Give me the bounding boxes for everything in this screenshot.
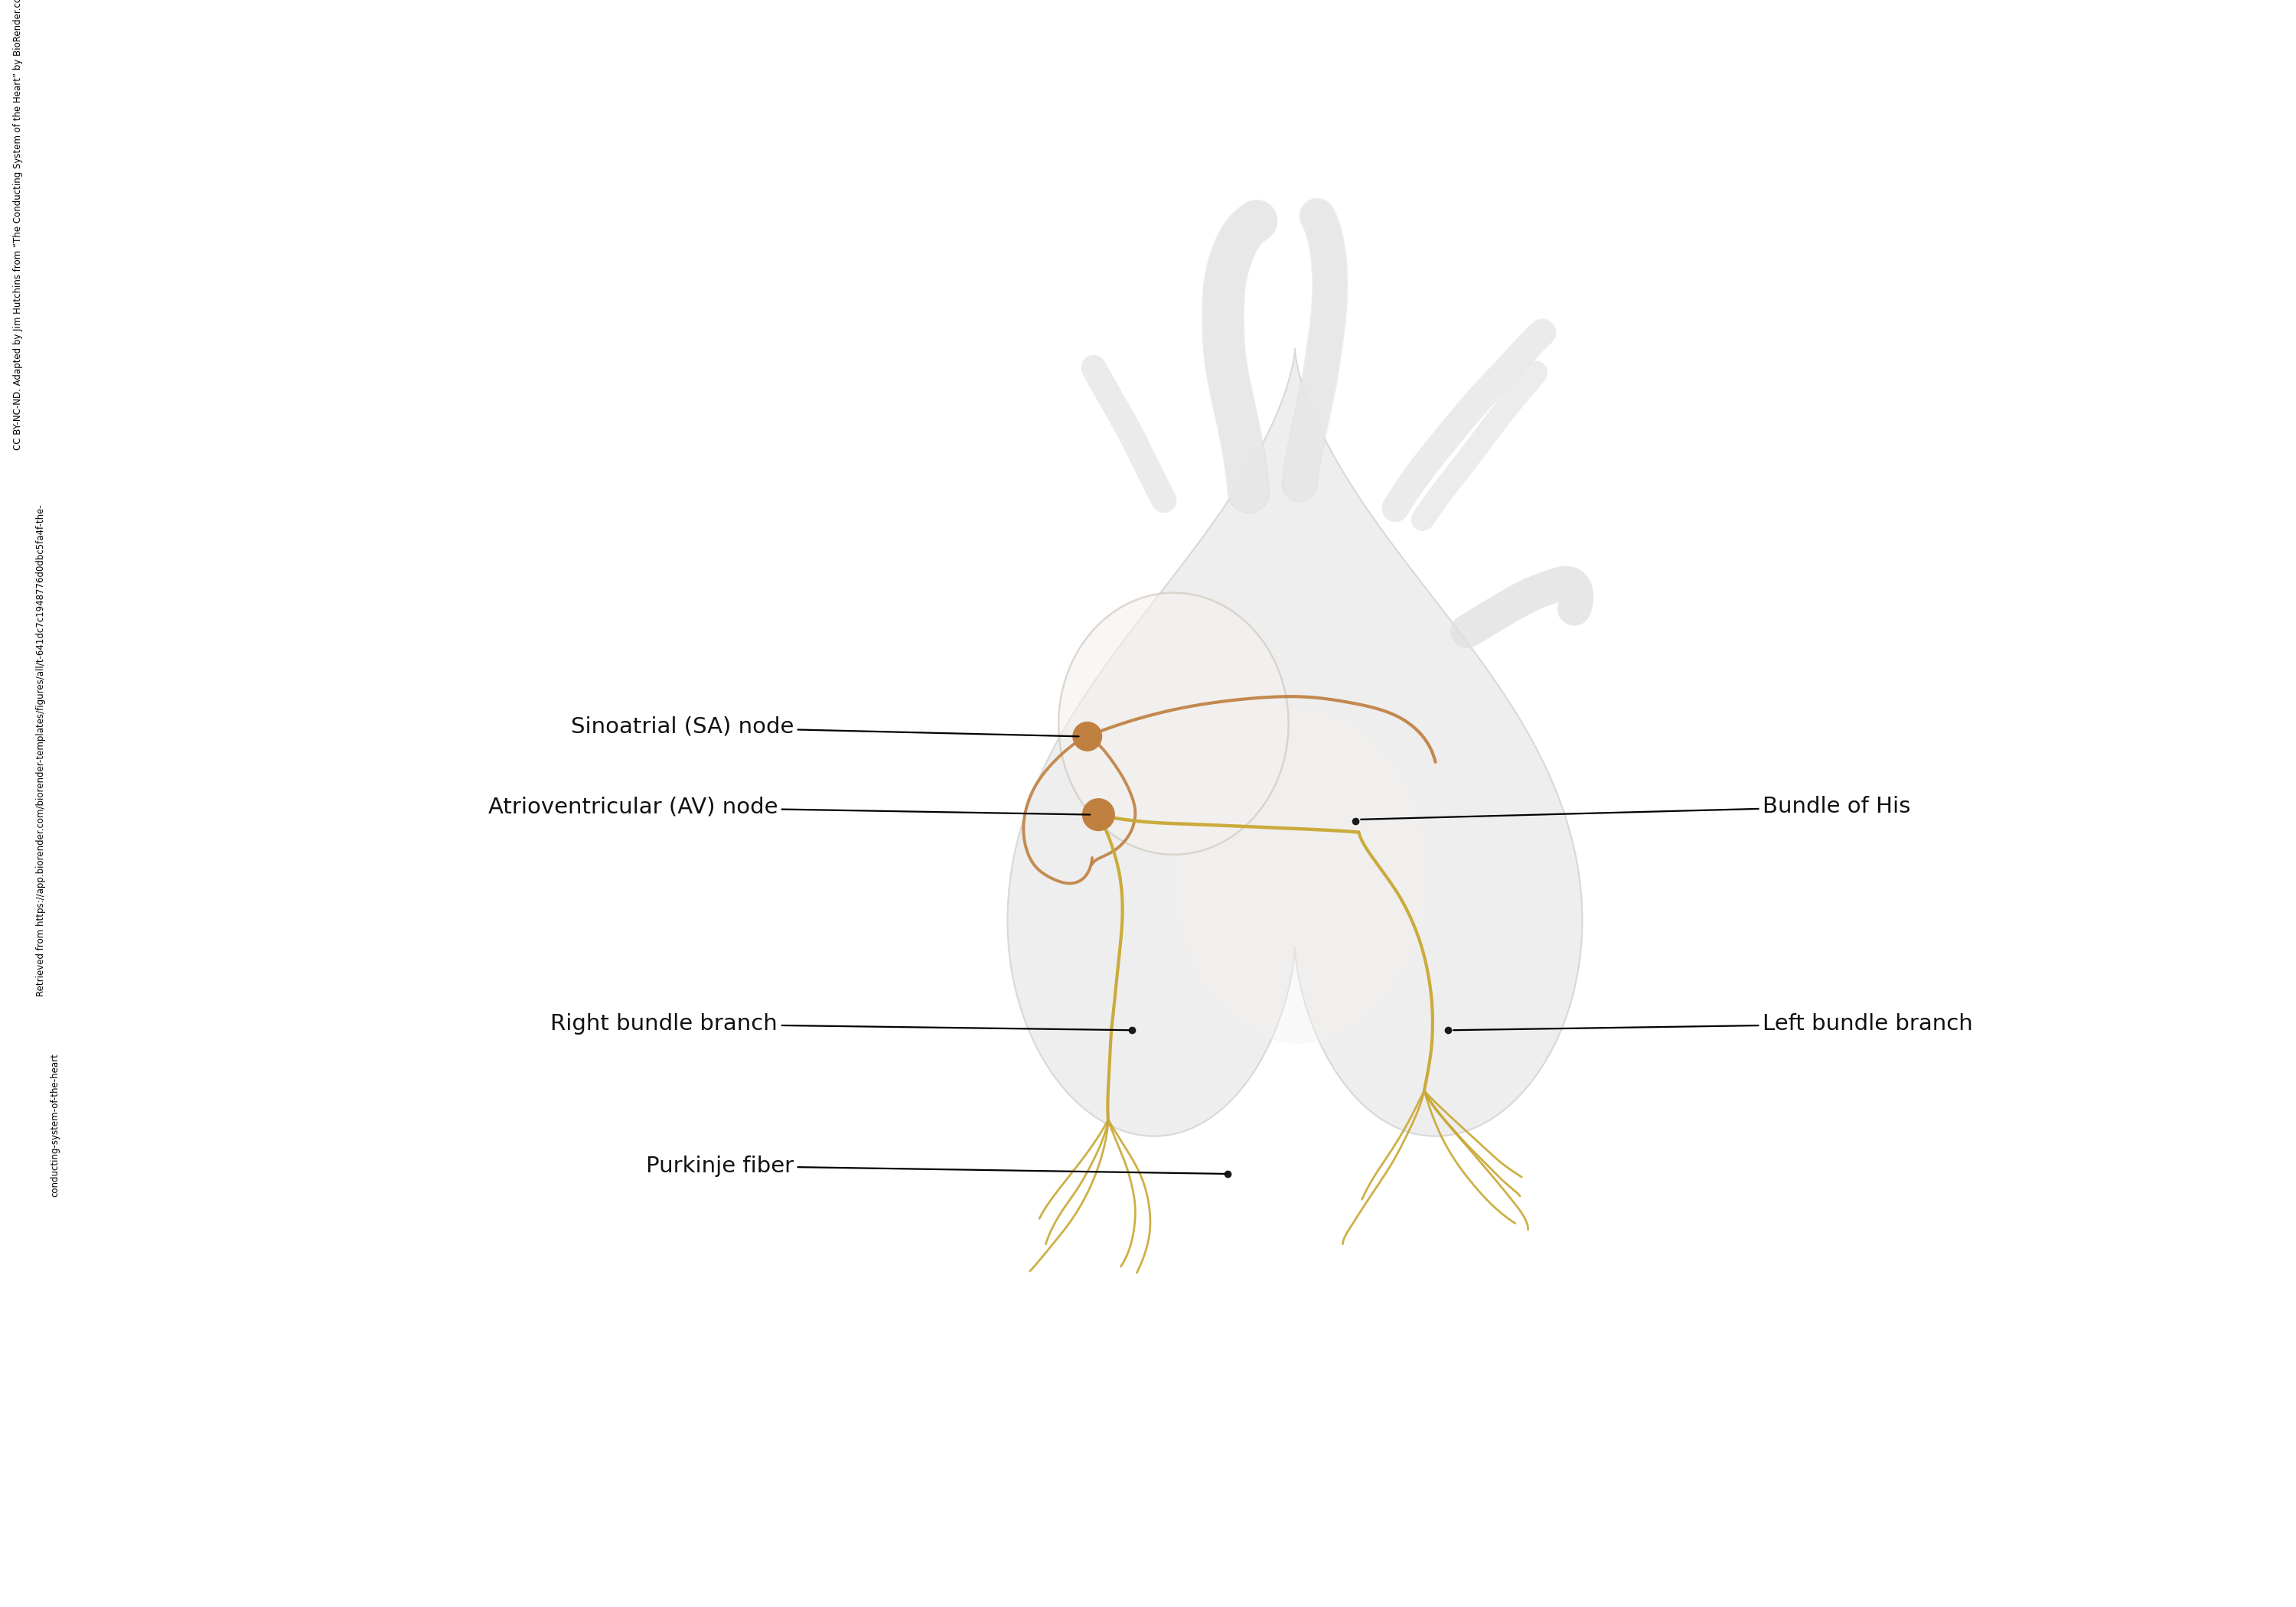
Text: Purkinje fiber: Purkinje fiber — [645, 1155, 1226, 1176]
Polygon shape — [1171, 707, 1428, 1043]
Text: conducting-system-of-the-heart: conducting-system-of-the-heart — [51, 1054, 60, 1197]
Text: Retrieved from https://app.biorender.com/biorender-templates/figures/all/t-641dc: Retrieved from https://app.biorender.com… — [37, 505, 46, 996]
Text: Sinoatrial (SA) node: Sinoatrial (SA) node — [572, 717, 1079, 738]
Circle shape — [1081, 799, 1114, 831]
Text: Left bundle branch: Left bundle branch — [1453, 1012, 1972, 1035]
Circle shape — [1072, 722, 1102, 750]
Text: Atrioventricular (AV) node: Atrioventricular (AV) node — [489, 795, 1091, 818]
Polygon shape — [1058, 593, 1288, 855]
Text: CC BY-NC-ND. Adapted by Jim Hutchins from “The Conducting System of the Heart” b: CC BY-NC-ND. Adapted by Jim Hutchins fro… — [14, 0, 23, 450]
Polygon shape — [1008, 349, 1582, 1136]
Text: Right bundle branch: Right bundle branch — [551, 1012, 1130, 1035]
Text: Bundle of His: Bundle of His — [1362, 795, 1910, 820]
